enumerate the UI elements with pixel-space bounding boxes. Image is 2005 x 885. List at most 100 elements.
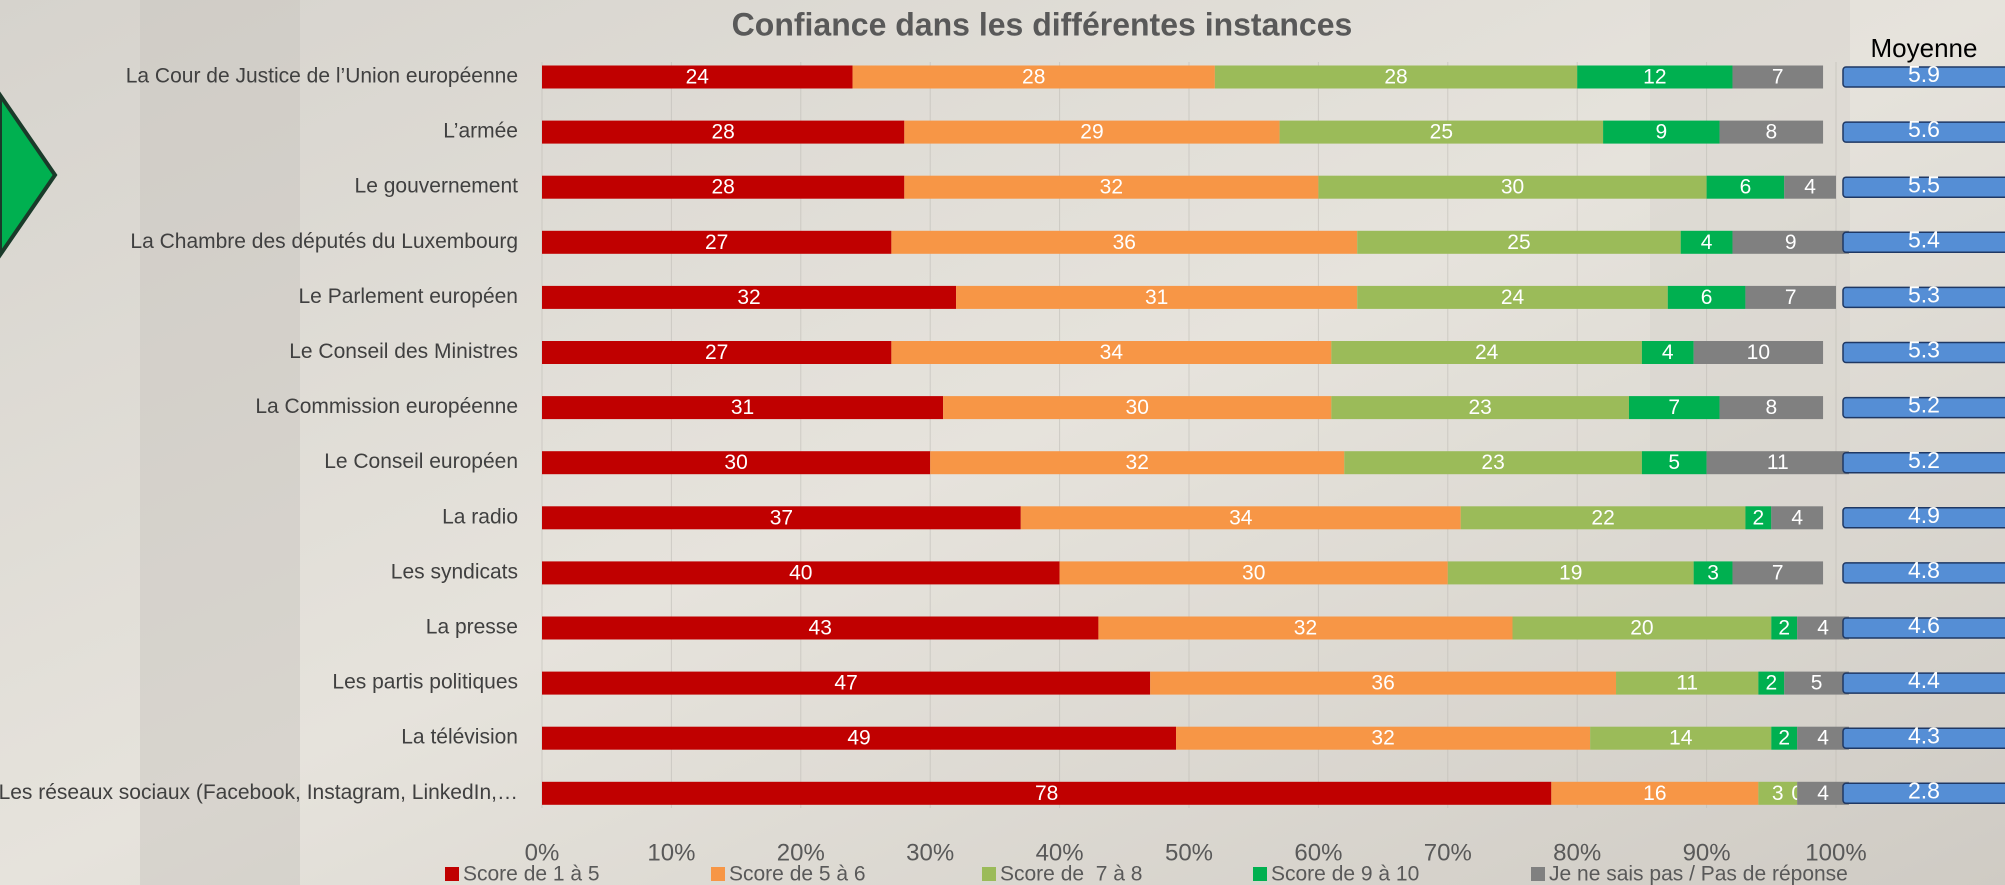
data-label: 4 xyxy=(1817,617,1829,640)
data-label: 9 xyxy=(1785,231,1797,254)
data-label: 11 xyxy=(1676,672,1698,695)
average-value: 5.4 xyxy=(1908,226,1940,252)
legend-label: Score de 1 à 5 xyxy=(463,863,600,885)
data-label: 43 xyxy=(809,617,832,640)
average-value: 5.2 xyxy=(1908,392,1940,418)
y-tick-label: La Cour de Justice de l’Union européenne xyxy=(126,65,518,88)
data-label: 4 xyxy=(1662,341,1674,364)
data-label: 28 xyxy=(711,176,734,199)
chart-title: Confiance dans les différentes instances xyxy=(732,6,1353,42)
data-label: 30 xyxy=(1242,561,1265,584)
y-tick-label: Les réseaux sociaux (Facebook, Instagram… xyxy=(0,781,518,804)
data-label: 2 xyxy=(1753,506,1765,529)
data-label: 4 xyxy=(1817,727,1829,750)
data-label: 25 xyxy=(1430,121,1453,144)
data-label: 6 xyxy=(1740,176,1752,199)
average-value: 4.6 xyxy=(1908,612,1940,638)
data-label: 32 xyxy=(1100,176,1123,199)
data-label: 28 xyxy=(1384,66,1407,89)
data-label: 4 xyxy=(1817,782,1829,805)
data-label: 31 xyxy=(731,396,754,419)
y-tick-label: La radio xyxy=(442,505,518,528)
data-label: 19 xyxy=(1559,561,1582,584)
data-label: 37 xyxy=(770,506,793,529)
data-label: 3 xyxy=(1772,782,1784,805)
data-label: 8 xyxy=(1765,121,1777,144)
data-label: 36 xyxy=(1371,672,1394,695)
data-label: 14 xyxy=(1669,727,1693,750)
data-label: 47 xyxy=(834,672,857,695)
legend-swatch xyxy=(1531,867,1545,881)
data-label: 24 xyxy=(1475,341,1499,364)
data-label: 22 xyxy=(1591,506,1614,529)
average-value: 4.9 xyxy=(1908,502,1940,528)
y-tick-label: Le Parlement européen xyxy=(299,285,519,308)
data-label: 49 xyxy=(847,727,870,750)
average-value: 4.4 xyxy=(1908,667,1940,693)
data-label: 7 xyxy=(1668,396,1680,419)
average-value: 4.3 xyxy=(1908,722,1940,748)
x-tick-label: 50% xyxy=(1165,839,1213,866)
data-label: 16 xyxy=(1643,782,1666,805)
average-value: 5.9 xyxy=(1908,61,1940,87)
legend-swatch xyxy=(711,867,725,881)
data-label: 25 xyxy=(1507,231,1530,254)
average-title: Moyenne xyxy=(1871,33,1978,63)
data-label: 40 xyxy=(789,561,812,584)
data-label: 9 xyxy=(1655,121,1667,144)
legend-label: Score de 7 à 8 xyxy=(1000,863,1142,885)
y-tick-label: La Chambre des députés du Luxembourg xyxy=(130,230,518,253)
y-tick-label: La presse xyxy=(426,616,518,639)
data-label: 28 xyxy=(711,121,734,144)
data-label: 10 xyxy=(1747,341,1770,364)
average-value: 2.8 xyxy=(1908,777,1940,803)
data-label: 27 xyxy=(705,341,728,364)
data-label: 78 xyxy=(1035,782,1058,805)
average-value: 5.5 xyxy=(1908,171,1940,197)
legend-label: Score de 9 à 10 xyxy=(1271,863,1419,885)
y-tick-label: Les syndicats xyxy=(391,560,518,583)
data-label: 32 xyxy=(1126,451,1149,474)
data-label: 20 xyxy=(1630,617,1653,640)
legend-swatch xyxy=(982,867,996,881)
average-value: 5.2 xyxy=(1908,447,1940,473)
data-label: 30 xyxy=(1501,176,1524,199)
data-label: 6 xyxy=(1701,286,1713,309)
data-label: 8 xyxy=(1765,396,1777,419)
average-value: 5.6 xyxy=(1908,116,1940,142)
y-tick-label: Le gouvernement xyxy=(355,175,519,198)
data-label: 7 xyxy=(1785,286,1797,309)
x-tick-label: 30% xyxy=(906,839,954,866)
y-tick-label: Le Conseil européen xyxy=(324,450,518,473)
data-label: 2 xyxy=(1778,727,1790,750)
data-label: 12 xyxy=(1643,66,1666,89)
data-label: 24 xyxy=(1501,286,1525,309)
data-label: 3 xyxy=(1707,561,1719,584)
data-label: 30 xyxy=(1126,396,1149,419)
average-value: 5.3 xyxy=(1908,281,1940,307)
legend-swatch xyxy=(1253,867,1267,881)
legend-swatch xyxy=(445,867,459,881)
legend-label: Score de 5 à 6 xyxy=(729,863,866,885)
data-label: 2 xyxy=(1765,672,1777,695)
y-tick-label: L’armée xyxy=(443,120,518,143)
y-tick-label: Le Conseil des Ministres xyxy=(289,340,518,363)
y-tick-label: La Commission européenne xyxy=(255,395,518,418)
data-label: 23 xyxy=(1468,396,1491,419)
data-label: 5 xyxy=(1668,451,1680,474)
x-tick-label: 10% xyxy=(647,839,695,866)
data-label: 34 xyxy=(1100,341,1124,364)
data-label: 4 xyxy=(1804,176,1816,199)
y-tick-label: La télévision xyxy=(401,726,518,749)
data-label: 36 xyxy=(1113,231,1136,254)
background-window xyxy=(140,0,300,885)
average-value: 5.3 xyxy=(1908,337,1940,363)
data-label: 32 xyxy=(1294,617,1317,640)
data-label: 11 xyxy=(1767,451,1789,474)
data-label: 4 xyxy=(1701,231,1713,254)
y-tick-label: Les partis politiques xyxy=(332,671,518,694)
data-label: 27 xyxy=(705,231,728,254)
data-label: 28 xyxy=(1022,66,1045,89)
average-value: 4.8 xyxy=(1908,557,1940,583)
data-label: 24 xyxy=(686,66,710,89)
